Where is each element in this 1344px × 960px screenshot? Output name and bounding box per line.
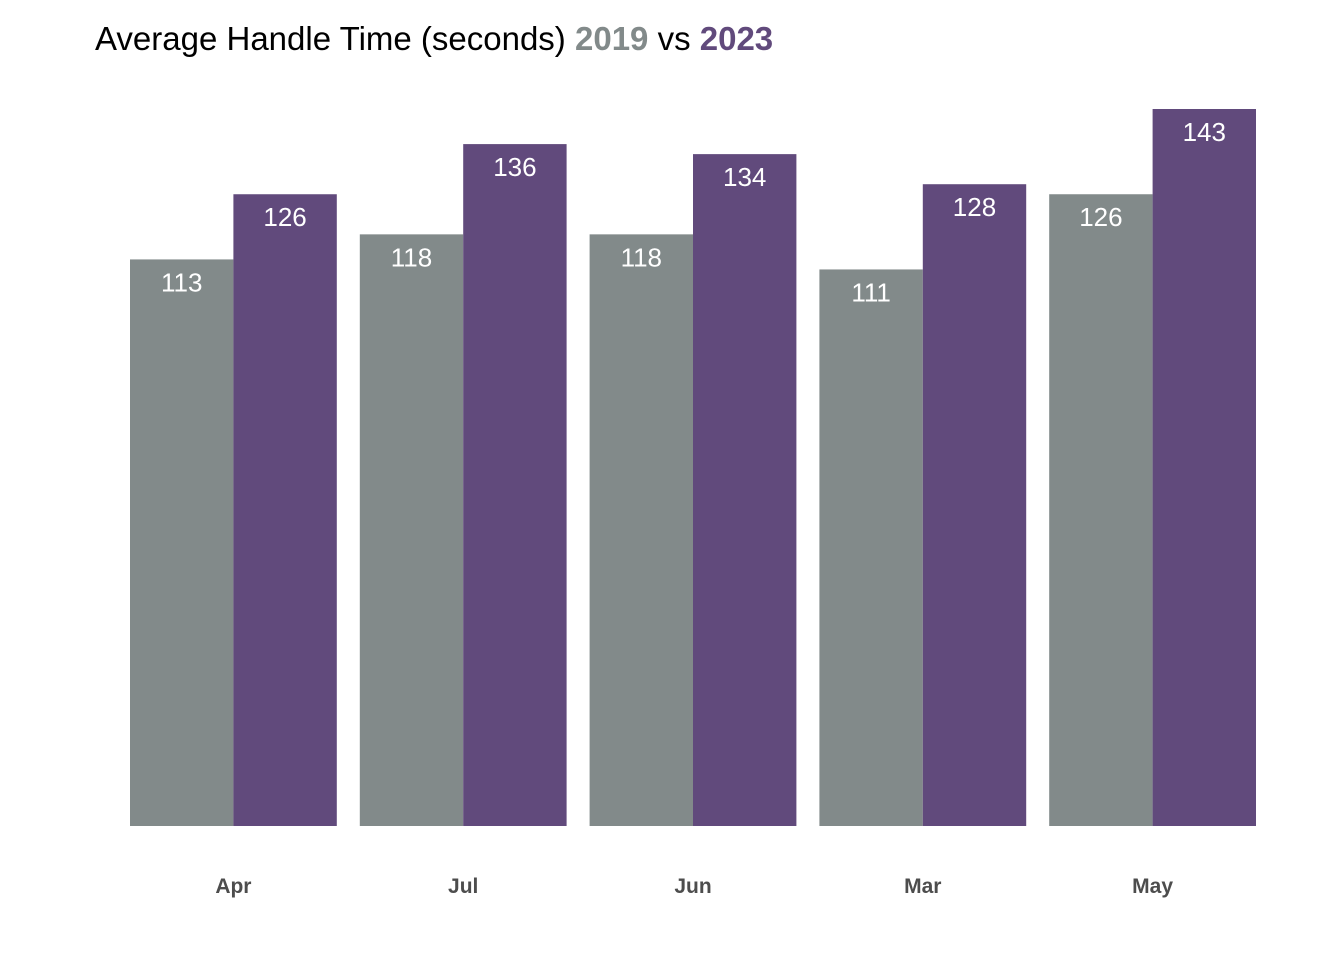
bar-value-label-2023-mar: 128 — [953, 192, 996, 222]
chart-title-year-2019: 2019 — [574, 20, 649, 57]
bar-value-label-2019-jun: 118 — [621, 242, 662, 272]
bar-2019-may — [1049, 194, 1153, 826]
chart-title: Average Handle Time (seconds) 2019 vs 20… — [95, 20, 773, 58]
chart-title-vs: vs — [657, 20, 691, 57]
bar-2019-jul — [359, 234, 464, 826]
x-tick-label-may: May — [1132, 875, 1173, 898]
bar-2023-apr — [233, 194, 337, 826]
chart-title-prefix: Average Handle Time (seconds) — [95, 20, 566, 57]
bars-layer — [130, 109, 1256, 827]
bar-2023-mar — [922, 184, 1027, 827]
bar-value-label-2023-jun: 134 — [723, 162, 766, 192]
bar-value-label-2019-apr: 113 — [161, 267, 202, 297]
bar-value-label-2023-apr: 126 — [263, 202, 306, 232]
bar-value-label-2019-jul: 118 — [391, 242, 432, 272]
bar-value-label-2019-may: 126 — [1079, 202, 1122, 232]
bar-2019-jun — [589, 234, 693, 826]
bar-value-label-2019-mar: 111 — [851, 277, 891, 307]
x-tick-label-apr: Apr — [215, 875, 251, 898]
bar-2023-jul — [463, 144, 567, 826]
value-labels-layer: 113 126 118 136 118 134 111 128 126 143 — [161, 117, 1226, 307]
x-tick-label-mar: Mar — [904, 875, 941, 898]
bar-value-label-2023-may: 143 — [1183, 117, 1226, 147]
bar-2019-apr — [130, 259, 234, 827]
bar-value-label-2023-jul: 136 — [493, 152, 536, 182]
x-tick-label-jul: Jul — [448, 875, 478, 898]
x-axis-tick-labels: Apr Jul Jun Mar May — [215, 875, 1173, 898]
x-tick-label-jun: Jun — [674, 875, 711, 898]
bar-2023-jun — [693, 154, 797, 827]
bar-2019-mar — [819, 269, 923, 827]
bar-2023-may — [1152, 109, 1256, 826]
chart-title-year-2023: 2023 — [699, 20, 774, 57]
